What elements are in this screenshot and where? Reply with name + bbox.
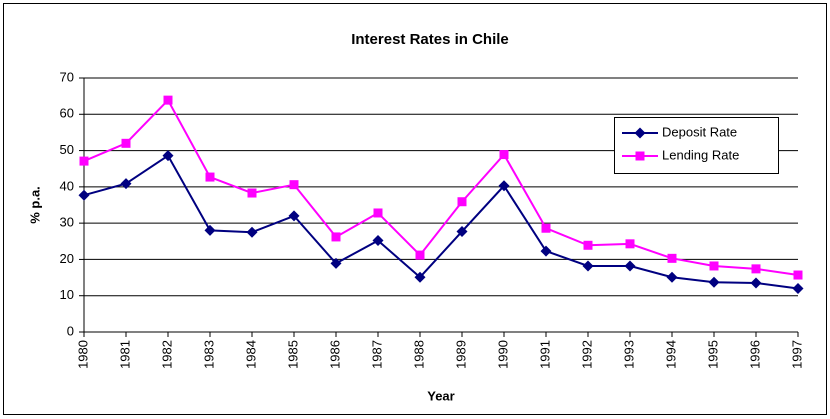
data-point — [205, 172, 215, 182]
data-point — [246, 226, 258, 238]
y-tick-label: 60 — [60, 106, 74, 121]
data-point — [709, 261, 719, 271]
x-tick-label: 1985 — [285, 340, 300, 369]
data-point — [247, 188, 257, 198]
x-tick-label: 1992 — [579, 340, 594, 369]
data-point — [582, 260, 594, 272]
y-tick-label: 20 — [60, 251, 74, 266]
legend-marker — [635, 151, 645, 161]
data-point — [625, 239, 635, 249]
data-point — [499, 150, 509, 160]
x-tick-label: 1987 — [369, 340, 384, 369]
y-tick-label: 70 — [60, 69, 74, 84]
x-tick-label: 1994 — [663, 340, 678, 369]
data-point — [793, 270, 803, 280]
x-tick-label: 1982 — [159, 340, 174, 369]
data-point — [540, 245, 552, 257]
x-tick-label: 1980 — [75, 340, 90, 369]
data-point — [120, 178, 132, 190]
data-point — [373, 208, 383, 218]
y-tick-label: 10 — [60, 287, 74, 302]
x-tick-label: 1981 — [117, 340, 132, 369]
x-tick-label: 1990 — [495, 340, 510, 369]
data-point — [163, 95, 173, 105]
x-tick-label: 1984 — [243, 340, 258, 369]
x-tick-label: 1993 — [621, 340, 636, 369]
x-tick-label: 1996 — [747, 340, 762, 369]
data-point — [372, 235, 384, 247]
data-point — [331, 232, 341, 242]
x-tick-label: 1986 — [327, 340, 342, 369]
chart-title: Interest Rates in Chile — [351, 31, 509, 48]
data-point — [708, 276, 720, 288]
x-tick-label: 1989 — [453, 340, 468, 369]
y-tick-label: 30 — [60, 215, 74, 230]
data-point — [289, 180, 299, 190]
y-tick-label: 0 — [67, 323, 74, 338]
data-point — [751, 264, 761, 274]
legend-box — [614, 117, 779, 174]
y-tick-label: 40 — [60, 178, 74, 193]
data-point — [457, 197, 467, 207]
data-point — [498, 180, 510, 192]
data-point — [541, 223, 551, 233]
data-point — [414, 271, 426, 283]
data-point — [415, 250, 425, 260]
data-point — [79, 156, 89, 166]
data-point — [330, 257, 342, 269]
data-point — [666, 271, 678, 283]
chart-border — [3, 3, 827, 415]
y-tick-label: 50 — [60, 142, 74, 157]
data-point — [667, 253, 677, 263]
data-point — [792, 282, 804, 294]
x-tick-label: 1991 — [537, 340, 552, 369]
x-tick-label: 1997 — [789, 340, 804, 369]
y-axis-title: % p.a. — [27, 186, 42, 224]
series-line — [83, 98, 799, 277]
data-point — [78, 189, 90, 201]
x-tick-label: 1988 — [411, 340, 426, 369]
x-tick-label: 1995 — [705, 340, 720, 369]
data-point — [624, 260, 636, 272]
legend-label: Lending Rate — [662, 147, 739, 162]
data-point — [456, 225, 468, 237]
data-point — [583, 240, 593, 250]
series-line — [83, 154, 799, 290]
x-tick-label: 1983 — [201, 340, 216, 369]
legend-marker — [634, 127, 646, 139]
data-point — [750, 277, 762, 289]
x-axis-title: Year — [427, 388, 454, 403]
data-point — [121, 138, 131, 148]
legend-label: Deposit Rate — [662, 124, 737, 139]
data-point — [162, 150, 174, 162]
data-point — [288, 210, 300, 222]
data-point — [204, 224, 216, 236]
